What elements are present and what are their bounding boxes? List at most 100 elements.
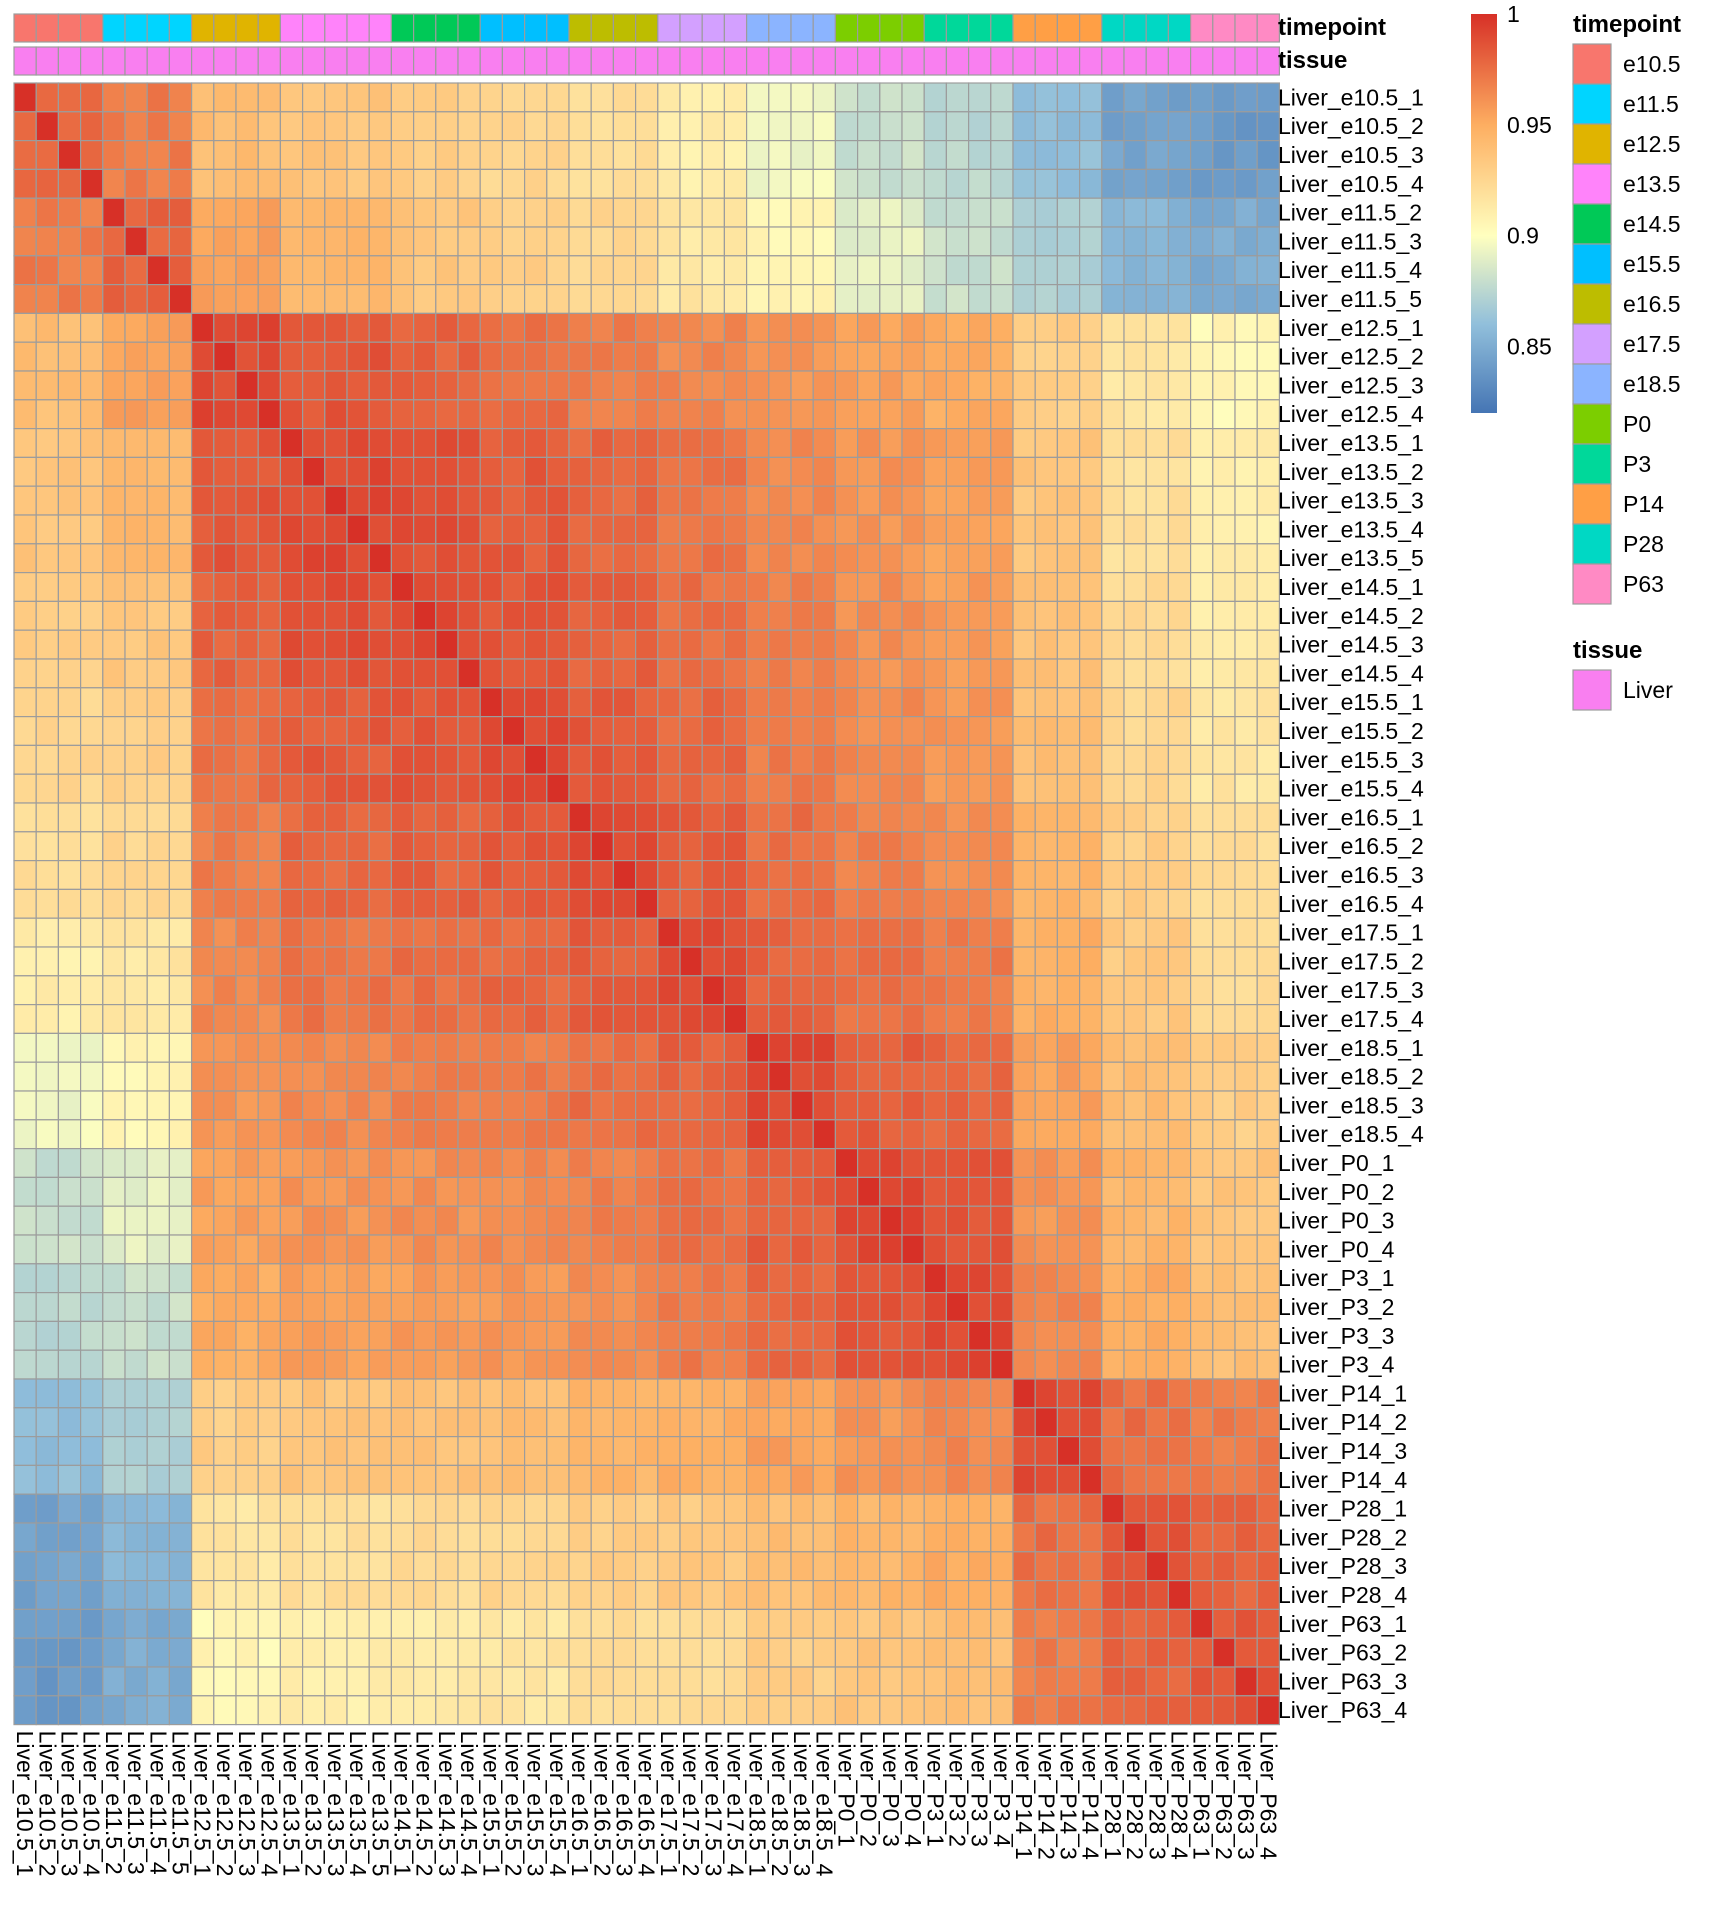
heatmap-cell bbox=[479, 802, 504, 833]
heatmap-cell bbox=[1123, 600, 1147, 631]
heatmap-cell bbox=[1212, 197, 1236, 228]
heatmap-cell bbox=[1189, 1061, 1214, 1092]
timepoint-legend-swatch bbox=[1572, 563, 1612, 605]
heatmap-cell bbox=[612, 485, 637, 516]
heatmap-cell bbox=[191, 1147, 215, 1178]
heatmap-cell bbox=[1167, 658, 1192, 689]
heatmap-cell bbox=[1145, 629, 1169, 660]
heatmap-cell bbox=[279, 1695, 304, 1726]
heatmap-cell bbox=[834, 1061, 859, 1092]
heatmap-cell bbox=[57, 1320, 82, 1351]
heatmap-cell bbox=[745, 82, 770, 113]
heatmap-cell bbox=[612, 687, 637, 718]
heatmap-cell bbox=[701, 255, 726, 286]
column-label: Liver_e17.5_1 bbox=[656, 1731, 682, 1877]
heatmap-cell bbox=[79, 1032, 104, 1063]
heatmap-cell bbox=[856, 111, 881, 142]
heatmap-cell bbox=[479, 1378, 504, 1409]
heatmap-cell bbox=[745, 1551, 770, 1582]
heatmap-cell bbox=[923, 514, 948, 545]
column-label: Liver_P0_2 bbox=[856, 1731, 882, 1847]
heatmap-cell bbox=[1056, 1522, 1081, 1553]
heatmap-cell bbox=[879, 600, 903, 631]
heatmap-cell bbox=[1012, 82, 1036, 113]
heatmap-cell bbox=[479, 600, 504, 631]
heatmap-cell bbox=[634, 399, 659, 430]
heatmap-cell bbox=[501, 543, 526, 574]
heatmap-cell bbox=[79, 1003, 104, 1034]
heatmap-cell bbox=[856, 917, 881, 948]
heatmap-cell bbox=[856, 312, 881, 343]
heatmap-cell bbox=[235, 1378, 259, 1409]
heatmap-cell bbox=[413, 1493, 437, 1524]
heatmap-cell bbox=[479, 1493, 504, 1524]
heatmap-cell bbox=[1012, 1464, 1036, 1495]
timepoint-legend-swatch bbox=[1572, 523, 1612, 565]
heatmap-cell bbox=[368, 1464, 393, 1495]
heatmap-cell bbox=[1167, 715, 1192, 746]
heatmap-cell bbox=[1078, 1435, 1103, 1466]
heatmap-cell bbox=[79, 399, 104, 430]
heatmap-cell bbox=[13, 111, 37, 142]
heatmap-cell bbox=[191, 1205, 215, 1236]
heatmap-cell bbox=[990, 802, 1014, 833]
heatmap-cell bbox=[679, 1234, 703, 1265]
timepoint-annotation-cell bbox=[457, 13, 481, 43]
heatmap-cell bbox=[967, 514, 992, 545]
heatmap-cell bbox=[79, 1234, 104, 1265]
heatmap-cell bbox=[812, 1608, 837, 1639]
heatmap-cell bbox=[1234, 1147, 1258, 1178]
heatmap-cell bbox=[745, 802, 770, 833]
heatmap-cell bbox=[257, 428, 282, 459]
heatmap-cell bbox=[768, 1349, 792, 1380]
tissue-annotation-cell bbox=[1189, 46, 1214, 76]
heatmap-cell bbox=[368, 1579, 393, 1610]
heatmap-cell bbox=[990, 1407, 1014, 1438]
heatmap-cell bbox=[923, 744, 948, 775]
heatmap-cell bbox=[923, 284, 948, 315]
heatmap-cell bbox=[990, 255, 1014, 286]
heatmap-cell bbox=[701, 1090, 726, 1121]
heatmap-cell bbox=[279, 1090, 304, 1121]
heatmap-cell bbox=[1078, 111, 1103, 142]
heatmap-cell bbox=[790, 1464, 814, 1495]
heatmap-cell bbox=[590, 1205, 615, 1236]
heatmap-cell bbox=[634, 111, 659, 142]
heatmap-cell bbox=[1234, 1522, 1258, 1553]
heatmap-cell bbox=[1056, 1176, 1081, 1207]
heatmap-cell bbox=[612, 226, 637, 257]
heatmap-cell bbox=[1101, 1349, 1125, 1380]
heatmap-cell bbox=[612, 975, 637, 1006]
heatmap-cell bbox=[1234, 831, 1258, 862]
heatmap-cell bbox=[790, 168, 814, 199]
heatmap-cell bbox=[1056, 1464, 1081, 1495]
heatmap-cell bbox=[302, 1637, 326, 1668]
heatmap-cell bbox=[35, 629, 60, 660]
heatmap-cell bbox=[546, 1147, 570, 1178]
heatmap-cell bbox=[413, 1291, 437, 1322]
heatmap-cell bbox=[191, 1435, 215, 1466]
heatmap-cell bbox=[768, 255, 792, 286]
heatmap-cell bbox=[590, 859, 615, 890]
heatmap-cell bbox=[213, 543, 237, 574]
heatmap-cell bbox=[834, 687, 859, 718]
heatmap-cell bbox=[302, 1608, 326, 1639]
heatmap-cell bbox=[856, 1320, 881, 1351]
heatmap-cell bbox=[701, 543, 726, 574]
heatmap-cell bbox=[546, 1234, 570, 1265]
heatmap-cell bbox=[1189, 428, 1214, 459]
heatmap-cell bbox=[546, 831, 570, 862]
heatmap-cell bbox=[1234, 600, 1258, 631]
heatmap-cell bbox=[235, 1349, 259, 1380]
heatmap-cell bbox=[856, 946, 881, 977]
heatmap-cell bbox=[901, 226, 925, 257]
column-label: Liver_e10.5_4 bbox=[79, 1731, 105, 1877]
heatmap-cell bbox=[523, 226, 548, 257]
heatmap-cell bbox=[302, 859, 326, 890]
heatmap-cell bbox=[546, 82, 570, 113]
heatmap-cell bbox=[1189, 226, 1214, 257]
heatmap-cell bbox=[1212, 1579, 1236, 1610]
heatmap-cell bbox=[1189, 168, 1214, 199]
heatmap-cell bbox=[191, 1608, 215, 1639]
column-label: Liver_e10.5_2 bbox=[34, 1731, 60, 1877]
